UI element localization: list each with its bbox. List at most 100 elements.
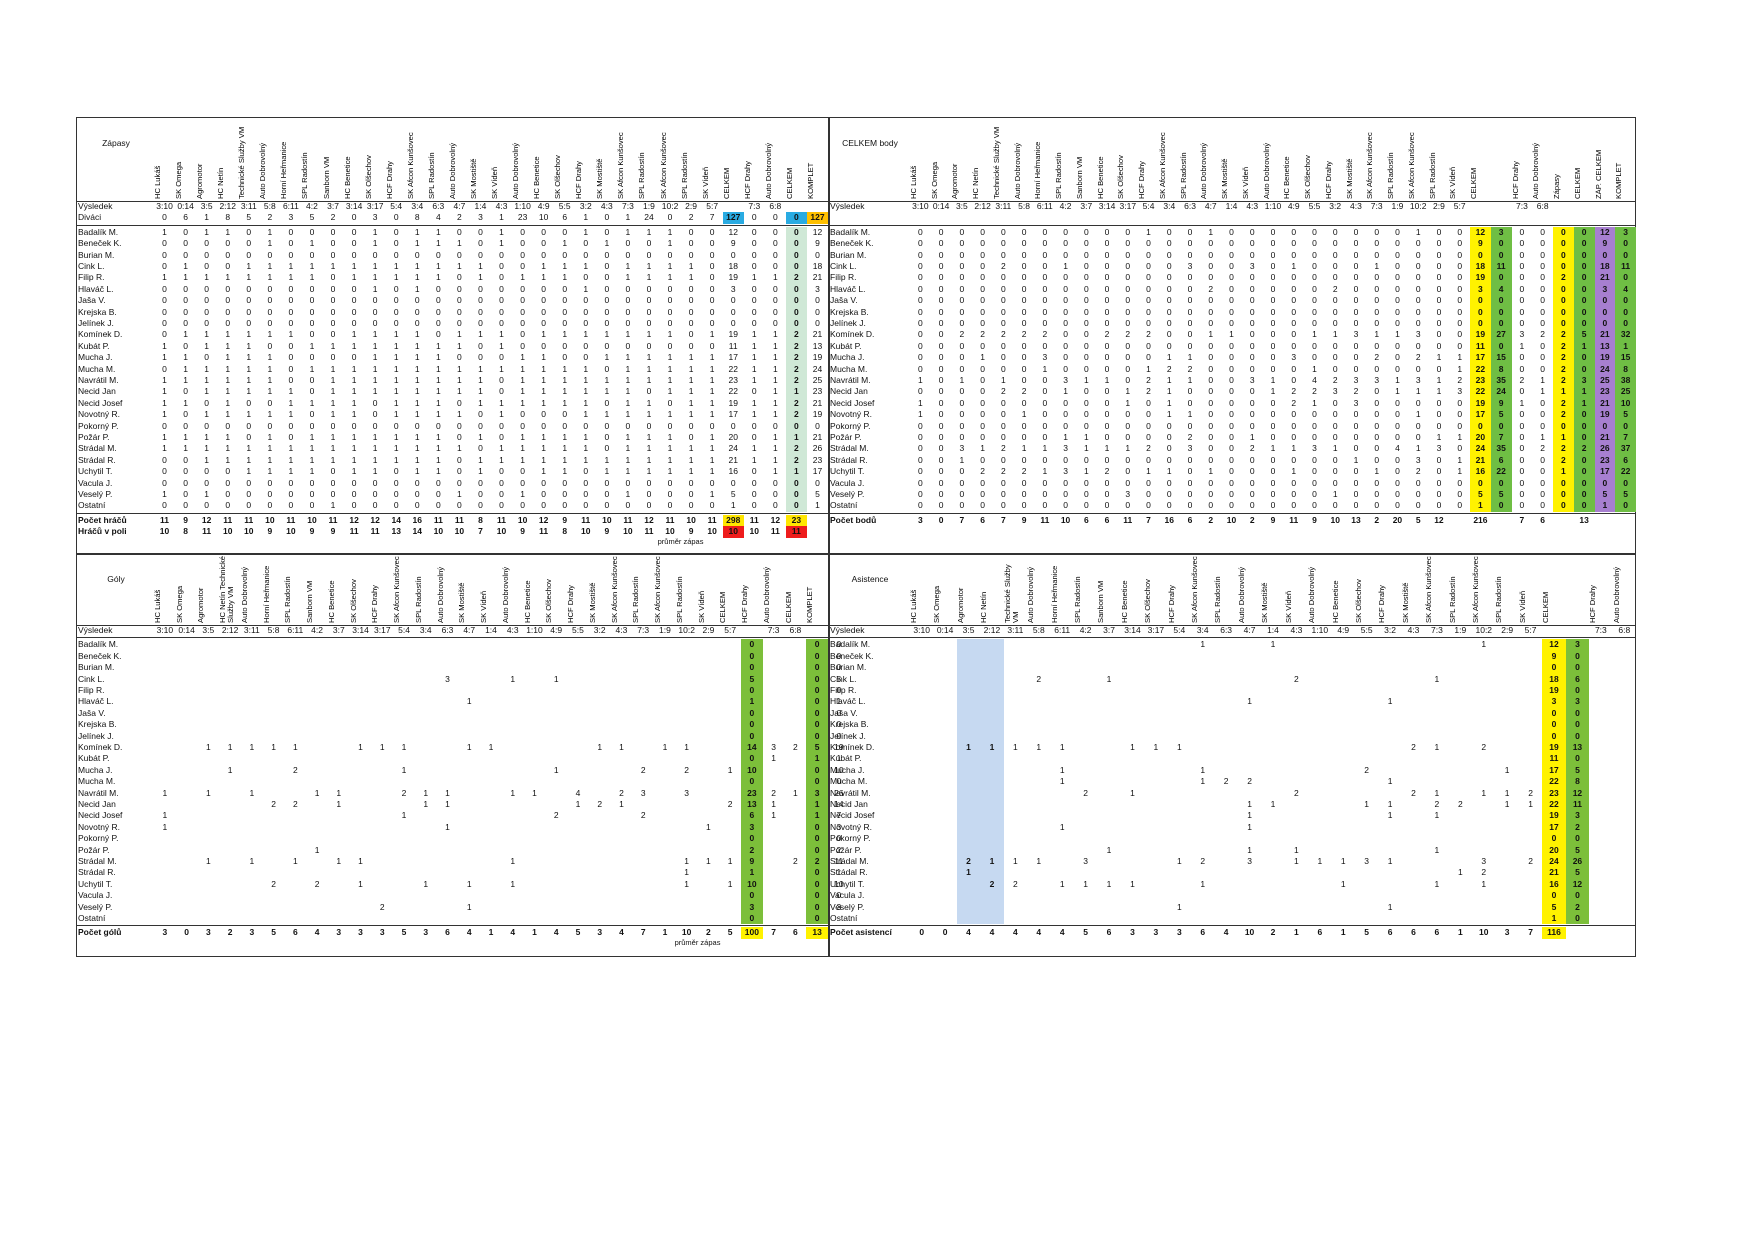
column-header: Auto Dobrovolný: [449, 119, 470, 199]
row-label: Beneček K.: [830, 650, 874, 661]
cell-fill: [1542, 844, 1566, 856]
cell: 3: [445, 673, 450, 684]
column-header-text: CELKEM: [784, 591, 793, 623]
cell: 1: [541, 397, 547, 408]
cell: 2: [1411, 742, 1416, 752]
cell: 19: [1549, 685, 1559, 695]
cell: 1: [1294, 856, 1299, 866]
cell: 0: [815, 249, 820, 260]
cell: 1: [478, 432, 483, 442]
cell-fill: [785, 375, 807, 387]
cell-fill: [980, 730, 1004, 742]
cell: 4:3: [1350, 201, 1362, 211]
column-header: HCF Drahy: [1589, 555, 1612, 623]
cell: 1: [688, 261, 694, 271]
cell: 1: [162, 375, 167, 385]
cell: 38: [1620, 375, 1631, 385]
cell: 1: [435, 409, 441, 420]
cell: 12: [370, 514, 380, 525]
row-label: Navrátil M.: [78, 787, 119, 798]
column-header: SPL Radostín: [1387, 119, 1408, 199]
cell: 0: [1623, 318, 1628, 328]
cell: 5:7: [706, 201, 719, 211]
cell: 5:7: [1524, 625, 1537, 635]
cell: 2: [794, 397, 799, 408]
cell: 24: [812, 363, 823, 374]
cell: 1: [1063, 261, 1068, 271]
cell: 0: [1083, 386, 1089, 397]
cell: 0: [688, 283, 694, 294]
cell: 2: [1247, 776, 1252, 787]
row-label: Krejska B.: [78, 306, 117, 317]
cell: 1: [288, 409, 294, 420]
cell: 0: [225, 477, 231, 488]
cell: 1: [1247, 799, 1252, 809]
cell: 0: [1166, 454, 1172, 465]
cell-fill: [741, 799, 763, 811]
cell: 0: [604, 489, 610, 499]
cell: 1: [1059, 878, 1065, 889]
column-header: SPL Radostín: [428, 119, 449, 199]
cell: 1: [249, 787, 255, 798]
cell: 0: [1395, 466, 1400, 477]
cell: 1: [646, 443, 652, 454]
cell: 0: [1063, 489, 1068, 499]
cell: 0: [351, 352, 357, 363]
rule: [828, 512, 1636, 514]
cell: 10:2: [678, 625, 695, 635]
cell: 1: [688, 466, 694, 477]
cell: 0: [1519, 477, 1525, 488]
cell: 1: [667, 443, 673, 454]
cell: 0: [604, 212, 610, 223]
cell: 1: [309, 454, 315, 465]
cell: 1: [772, 386, 778, 397]
cell: 0: [1478, 420, 1483, 431]
cell: 11: [1496, 261, 1506, 271]
cell: 0: [918, 386, 923, 397]
cell: 0: [288, 249, 294, 260]
column-header-text: HCF Drahy: [1167, 585, 1176, 623]
cell-fill: [956, 662, 981, 674]
cell: 1: [1063, 386, 1068, 397]
cell: 0: [478, 443, 483, 454]
cell: 0: [604, 261, 610, 271]
column-header: Auto Dobrovolný: [763, 555, 785, 623]
cell: 0: [1166, 500, 1172, 511]
cell: 0: [1104, 340, 1110, 351]
cell: 1: [562, 363, 568, 374]
cell: 0: [814, 650, 820, 661]
cell: 0: [1415, 238, 1421, 249]
cell: 9: [1478, 238, 1483, 249]
cell: 1: [688, 352, 694, 363]
cell: 1: [583, 226, 589, 237]
cell: 0: [938, 489, 944, 499]
cell: 0: [1436, 329, 1442, 340]
cell: 0: [583, 477, 589, 488]
cell: 1: [1340, 856, 1346, 866]
cell: 1: [727, 878, 733, 889]
cell: 10: [265, 514, 275, 525]
cell: 1: [204, 443, 210, 454]
column-header-text: Auto Dobrovolný: [501, 566, 510, 623]
cell-fill: [980, 867, 1004, 879]
cell: 25: [1600, 375, 1610, 385]
cell: 0: [309, 489, 315, 499]
column-header: HC Benetice: [524, 555, 546, 623]
cell: 0: [1270, 466, 1276, 477]
cell: 0: [1021, 295, 1027, 306]
column-header: Auto Dobrovolný: [259, 119, 280, 199]
cell-fill: [956, 639, 981, 651]
cell: 1: [183, 363, 188, 374]
cell: 1: [351, 443, 357, 454]
cell: 1: [435, 226, 441, 237]
cell: 1: [1291, 443, 1297, 454]
cell: 0: [393, 477, 399, 488]
cell: 2: [794, 443, 799, 454]
cell: 0: [435, 329, 441, 340]
cell: 1: [604, 386, 610, 397]
cell: 0: [1457, 329, 1463, 340]
column-header: SK Vídeň: [1242, 119, 1263, 199]
cell: 1: [225, 272, 231, 283]
cell: 0: [309, 477, 315, 488]
cell: 0: [1125, 283, 1131, 294]
